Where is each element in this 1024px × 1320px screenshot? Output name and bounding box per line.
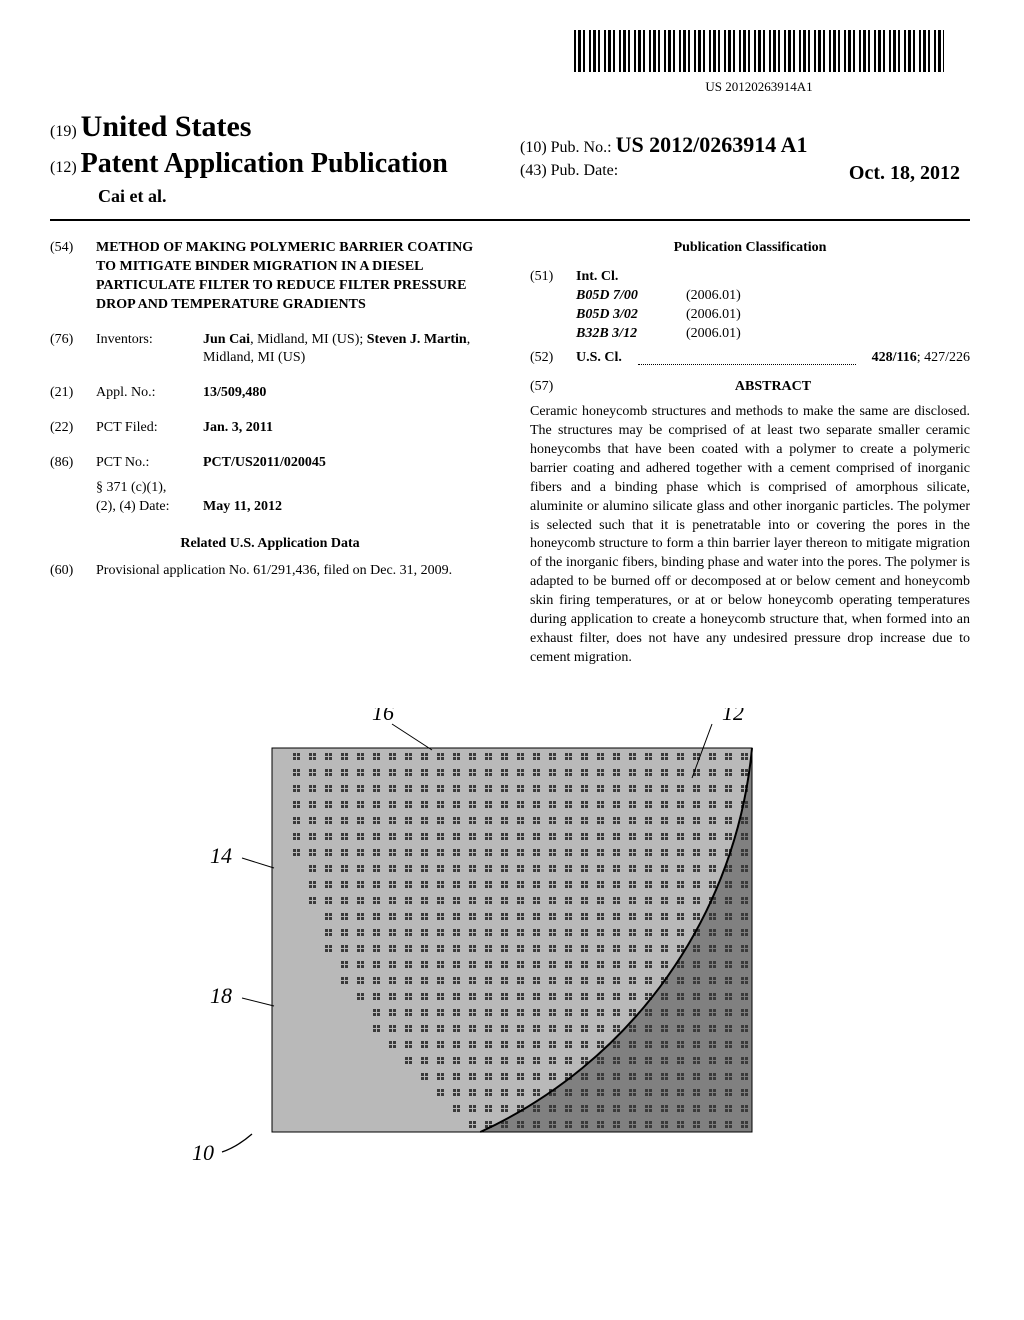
related-us-head: Related U.S. Application Data [50,535,490,554]
intcl-code: B05D 3/02 [576,306,686,325]
publication-type: Patent Application Publication [81,148,448,179]
field-57: (57) ABSTRACT [530,378,970,397]
header-rule [50,219,970,221]
pub-date-line: (43) Pub. Date: Oct. 18, 2012 [520,162,960,180]
intcl-row: B05D 3/02 (2006.01) [576,306,970,325]
intcl-year: (2006.01) [686,325,970,344]
field-52-codes: 428/116; 427/226 [872,349,970,368]
field-76-num: (76) [50,331,84,369]
field-51-body: Int. Cl. B05D 7/00 (2006.01) B05D 3/02 (… [576,268,970,344]
field-22-label: PCT Filed: [96,419,191,438]
abstract-body: Ceramic honeycomb structures and methods… [530,403,970,667]
pubdate-label: Pub. Date: [551,162,619,179]
pub-date: Oct. 18, 2012 [849,162,960,185]
field-51: (51) Int. Cl. B05D 7/00 (2006.01) B05D 3… [530,268,970,344]
field-22-num: (22) [50,419,84,438]
barcode [574,30,944,72]
field-52: (52) U.S. Cl. 428/116; 427/226 [530,349,970,368]
prefix-19: (19) [50,123,77,140]
field-22-value: Jan. 3, 2011 [203,419,490,438]
inventor-1-name: Jun Cai [203,332,250,347]
s371-date: May 11, 2012 [203,499,282,514]
field-86-label: PCT No.: [96,454,191,473]
pub-no: US 2012/0263914 A1 [616,132,808,157]
field-51-label: Int. Cl. [576,268,970,287]
intcl-year: (2006.01) [686,287,970,306]
barcode-block: US 20120263914A1 [574,30,944,95]
field-54: (54) METHOD OF MAKING POLYMERIC BARRIER … [50,239,490,315]
svg-text:18: 18 [210,983,232,1008]
uscl-rest: ; 427/226 [917,350,970,365]
intcl-code: B05D 7/00 [576,287,686,306]
pct-filed-date: Jan. 3, 2011 [203,420,273,435]
field-86: (86) PCT No.: PCT/US2011/020045 [50,454,490,473]
pub-no-line: (10) Pub. No.: US 2012/0263914 A1 [520,132,960,158]
field-57-label: ABSTRACT [576,378,970,397]
header: (19) United States (12) Patent Applicati… [50,110,974,207]
field-22: (22) PCT Filed: Jan. 3, 2011 [50,419,490,438]
prefix-10: (10) [520,139,547,156]
figure-svg: 16 12 14 18 10 [152,708,872,1228]
s371-row: § 371 (c)(1), (2), (4) Date: May 11, 201… [96,479,490,517]
field-57-num: (57) [530,378,564,397]
inventor-2-name: Steven J. Martin [367,332,467,347]
inventor-1-loc: , Midland, MI (US); [250,332,367,347]
field-60: (60) Provisional application No. 61/291,… [50,562,490,581]
intcl-row: B05D 7/00 (2006.01) [576,287,970,306]
right-column: Publication Classification (51) Int. Cl.… [530,239,970,668]
country: United States [81,110,252,143]
s371-label: § 371 (c)(1), (2), (4) Date: [96,479,191,517]
intcl-label: Int. Cl. [576,269,618,284]
barcode-text: US 20120263914A1 [574,79,944,95]
pct-no: PCT/US2011/020045 [203,455,326,470]
field-54-num: (54) [50,239,84,315]
field-86-num: (86) [50,454,84,473]
pub-class-head: Publication Classification [530,239,970,258]
biblio-columns: (54) METHOD OF MAKING POLYMERIC BARRIER … [50,239,970,668]
svg-text:12: 12 [722,708,744,725]
field-51-num: (51) [530,268,564,344]
field-76-label: Inventors: [96,331,191,369]
field-54-title: METHOD OF MAKING POLYMERIC BARRIER COATI… [96,239,490,315]
svg-text:16: 16 [372,708,394,725]
s371-value: May 11, 2012 [203,498,490,517]
field-60-num: (60) [50,562,84,581]
left-column: (54) METHOD OF MAKING POLYMERIC BARRIER … [50,239,490,668]
pubno-label: Pub. No.: [551,139,612,156]
field-52-label: U.S. Cl. [576,349,622,368]
svg-text:10: 10 [192,1140,214,1165]
authors-line: Cai et al. [98,186,974,207]
field-21-label: Appl. No.: [96,384,191,403]
field-21-value: 13/509,480 [203,384,490,403]
intcl-code: B32B 3/12 [576,325,686,344]
field-60-value: Provisional application No. 61/291,436, … [96,562,452,581]
field-52-num: (52) [530,349,564,368]
field-76-value: Jun Cai, Midland, MI (US); Steven J. Mar… [203,331,490,369]
prefix-12: (12) [50,159,77,176]
field-21: (21) Appl. No.: 13/509,480 [50,384,490,403]
svg-text:14: 14 [210,843,232,868]
prefix-43: (43) [520,162,547,179]
uscl-primary: 428/116 [872,350,917,365]
pub-right-block: (10) Pub. No.: US 2012/0263914 A1 (43) P… [520,132,960,185]
appl-no: 13/509,480 [203,385,266,400]
figure: 16 12 14 18 10 [50,708,974,1228]
intcl-row: B32B 3/12 (2006.01) [576,325,970,344]
dot-leader [638,349,856,365]
field-21-num: (21) [50,384,84,403]
field-76: (76) Inventors: Jun Cai, Midland, MI (US… [50,331,490,369]
field-86-value: PCT/US2011/020045 [203,454,490,473]
intcl-year: (2006.01) [686,306,970,325]
